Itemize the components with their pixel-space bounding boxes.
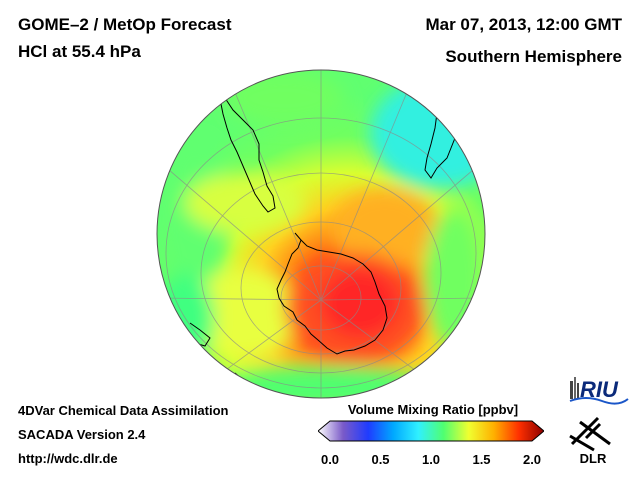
title-line-2: HCl at 55.4 hPa <box>18 42 141 61</box>
australia-coast <box>189 322 211 347</box>
riu-tower-icon <box>570 377 579 399</box>
colorbar-tick: 1.5 <box>472 452 491 467</box>
south-america-coast <box>220 97 276 213</box>
footer-line-2: SACADA Version 2.4 <box>18 427 146 442</box>
colorbar-tick: 1.0 <box>421 452 441 467</box>
colorbar-tick: 0.5 <box>371 452 390 467</box>
dlr-emblem-icon <box>569 416 611 452</box>
colorbar-tick: 0.0 <box>320 452 340 467</box>
riu-wave <box>569 397 629 405</box>
riu-logo: RIU <box>569 377 629 405</box>
footer-line-1: 4DVar Chemical Data Assimilation <box>18 403 229 418</box>
title-line-1: GOME–2 / MetOp Forecast <box>18 15 232 34</box>
forecast-date: Mar 07, 2013, 12:00 GMT <box>425 15 622 34</box>
antarctica-coast <box>276 232 388 355</box>
colorbar-title: Volume Mixing Ratio [ppbv] <box>347 402 519 417</box>
colorbar-tick: 2.0 <box>522 452 542 467</box>
globe-outline <box>156 69 486 399</box>
dlr-logo: DLR <box>569 416 611 466</box>
colorbar-gradient <box>318 420 544 442</box>
colorbar <box>318 420 544 442</box>
footer-link[interactable]: http://wdc.dlr.de <box>18 451 118 466</box>
globe-map <box>156 69 486 399</box>
dlr-logo-text: DLR <box>580 451 607 466</box>
graticule <box>157 70 485 398</box>
region-label: Southern Hemisphere <box>445 47 622 66</box>
